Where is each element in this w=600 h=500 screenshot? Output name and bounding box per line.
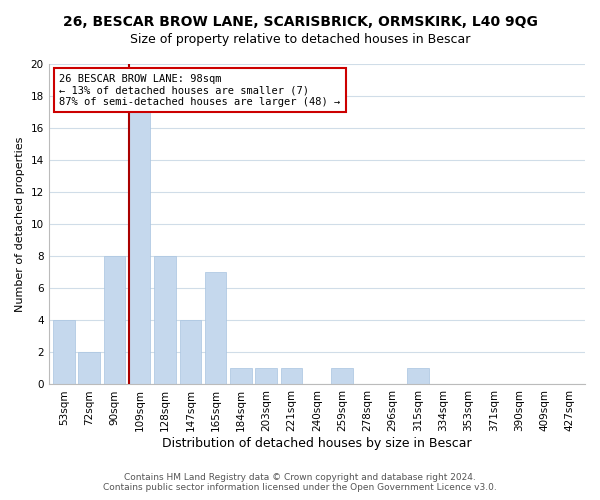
Text: Size of property relative to detached houses in Bescar: Size of property relative to detached ho… [130,32,470,46]
Text: 26 BESCAR BROW LANE: 98sqm
← 13% of detached houses are smaller (7)
87% of semi-: 26 BESCAR BROW LANE: 98sqm ← 13% of deta… [59,74,341,107]
Bar [79,352,100,384]
Bar [154,256,176,384]
Bar [53,320,74,384]
X-axis label: Distribution of detached houses by size in Bescar: Distribution of detached houses by size … [162,437,472,450]
Bar [256,368,277,384]
Bar [281,368,302,384]
Bar [407,368,429,384]
Bar [331,368,353,384]
Bar [230,368,251,384]
Text: Contains HM Land Registry data © Crown copyright and database right 2024.
Contai: Contains HM Land Registry data © Crown c… [103,473,497,492]
Bar [205,272,226,384]
Bar [129,112,151,384]
Text: 26, BESCAR BROW LANE, SCARISBRICK, ORMSKIRK, L40 9QG: 26, BESCAR BROW LANE, SCARISBRICK, ORMSK… [62,15,538,29]
Bar [179,320,201,384]
Bar [104,256,125,384]
Y-axis label: Number of detached properties: Number of detached properties [15,136,25,312]
